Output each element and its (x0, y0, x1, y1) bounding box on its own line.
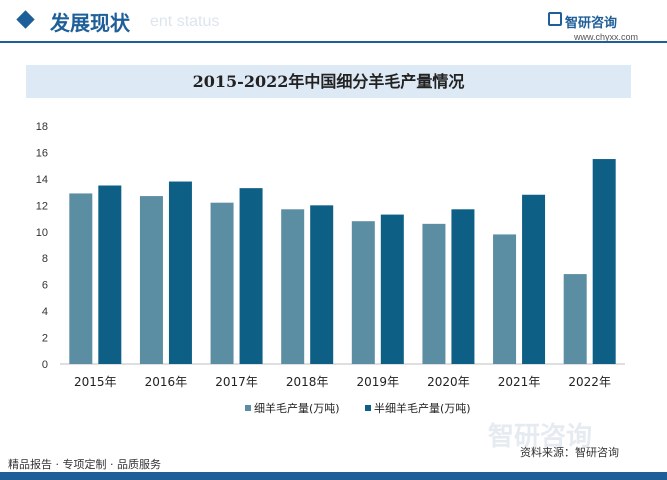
x-tick-label: 2016年 (145, 375, 188, 389)
brand-logo-icon (548, 12, 562, 26)
legend-swatch (245, 405, 251, 411)
bar-semi-fine-wool (592, 159, 616, 364)
x-tick-label: 2019年 (357, 375, 400, 389)
chart-title-band (26, 65, 631, 98)
y-tick-label: 18 (36, 121, 48, 133)
header-divider (0, 41, 667, 43)
brand-url: www.chyxx.com (574, 32, 639, 42)
y-tick-label: 4 (42, 306, 48, 318)
bar-semi-fine-wool (522, 194, 546, 364)
y-tick-label: 6 (42, 280, 48, 292)
source-note: 资料来源：智研咨询 (520, 446, 619, 459)
legend-label: 半细羊毛产量(万吨) (374, 401, 471, 415)
bar-fine-wool (351, 221, 375, 364)
section-subtitle-watermark: ent status (150, 13, 220, 30)
bar-semi-fine-wool (168, 181, 192, 364)
brand-name: 智研咨询 (565, 16, 618, 31)
footer-watermark: 智研咨询 (488, 422, 593, 452)
footer-slogan: 精品报告 · 专项定制 · 品质服务 (8, 458, 161, 471)
legend-swatch (365, 405, 371, 411)
y-tick-label: 16 (36, 147, 48, 159)
x-tick-label: 2018年 (286, 375, 329, 389)
x-tick-label: 2021年 (498, 375, 541, 389)
bar-semi-fine-wool (310, 205, 334, 364)
legend-label: 细羊毛产量(万吨) (254, 401, 340, 415)
y-tick-label: 8 (42, 253, 48, 265)
bar-fine-wool (69, 193, 93, 364)
bar-fine-wool (210, 202, 234, 364)
bar-semi-fine-wool (380, 214, 404, 364)
y-tick-label: 14 (36, 174, 48, 186)
bar-fine-wool (281, 209, 305, 364)
x-tick-label: 2022年 (568, 375, 611, 389)
bar-fine-wool (493, 234, 517, 364)
bar-semi-fine-wool (451, 209, 475, 364)
chart-title: 2015-2022年中国细分羊毛产量情况 (192, 72, 465, 91)
bar-fine-wool (422, 223, 446, 364)
x-tick-label: 2015年 (74, 375, 117, 389)
bar-semi-fine-wool (239, 188, 263, 364)
footer-bar (0, 472, 667, 480)
x-tick-label: 2017年 (215, 375, 258, 389)
section-title: 发展现状 (50, 11, 130, 35)
x-tick-label: 2020年 (427, 375, 470, 389)
y-tick-label: 0 (42, 359, 48, 371)
y-tick-label: 2 (42, 333, 48, 345)
bar-semi-fine-wool (98, 185, 122, 364)
bar-fine-wool (563, 274, 587, 364)
y-tick-label: 12 (36, 200, 48, 212)
y-tick-label: 10 (36, 227, 48, 239)
bar-fine-wool (139, 196, 163, 364)
